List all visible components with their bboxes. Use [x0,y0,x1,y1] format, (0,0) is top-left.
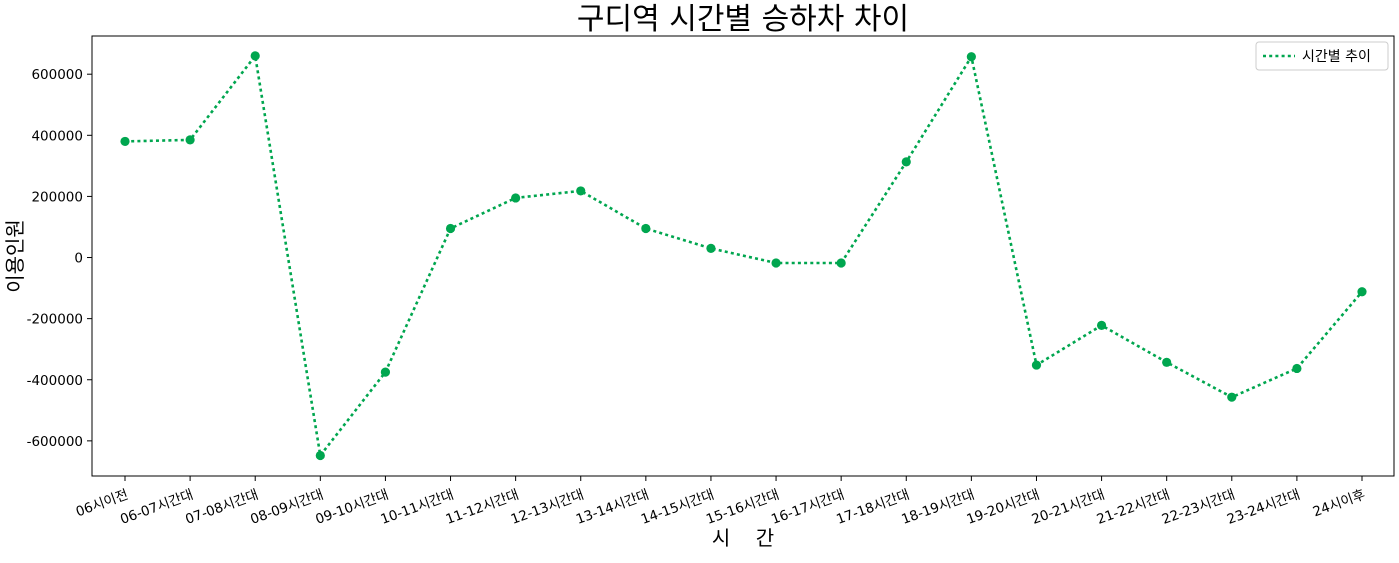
data-point [1227,392,1237,402]
data-point [1162,357,1172,367]
x-tick-label: 10-11시간대 [379,487,456,528]
chart-title: 구디역 시간별 승하차 차이 [577,2,909,37]
data-point [641,223,651,234]
data-point [771,258,781,268]
x-tick-label: 23-24시간대 [1225,487,1302,528]
x-tick-label: 11-12시간대 [444,487,521,528]
x-tick-label: 12-13시간대 [509,487,586,528]
y-axis-label: 이용인원 [3,219,27,293]
data-point [966,52,976,62]
data-point [706,243,716,253]
x-tick-label: 07-08시간대 [183,487,260,528]
legend: 시간별 추이 [1255,41,1389,71]
x-tick-label: 22-23시간대 [1160,487,1237,528]
data-point [1096,320,1107,330]
legend-label: 시간별 추이 [1302,49,1371,65]
x-tick-label: 15-16시간대 [704,487,781,528]
y-tick-label: 600000 [31,67,83,83]
data-points [120,51,1367,461]
data-point [836,258,846,268]
data-point [315,450,325,461]
y-tick-label: -400000 [27,373,83,389]
data-point [511,193,521,203]
x-axis-label: 시 간 [712,526,774,550]
x-tick-label: 06-07시간대 [118,487,195,528]
x-tick-label: 09-10시간대 [313,487,390,528]
x-tick-label: 21-22시간대 [1095,487,1172,528]
y-tick-label: 200000 [31,189,83,205]
x-tick-label: 19-20시간대 [964,487,1041,528]
x-tick-label: 18-19시간대 [899,487,976,528]
x-tick-label: 16-17시간대 [769,487,846,528]
x-tick-label: 24시이후 [1311,487,1368,521]
data-point [1031,360,1042,370]
x-tick-label: 17-18시간대 [834,487,911,528]
data-point [445,223,456,234]
data-point [380,367,391,377]
data-point [120,136,130,147]
data-point [1357,287,1367,297]
x-tick-label: 14-15시간대 [639,487,716,528]
x-tick-label: 13-14시간대 [574,487,651,528]
y-axis: 600000 400000 200000 0 -200000 -400000 -600000 [27,67,92,450]
y-tick-label: -200000 [27,312,83,328]
y-tick-label: 0 [74,251,83,267]
x-axis: 06시이전06-07시간대07-08시간대08-09시간대09-10시간대10-… [74,476,1368,528]
data-point [1292,363,1302,374]
series-line [124,52,1363,459]
data-point [901,157,911,167]
x-tick-label: 20-21시간대 [1030,487,1107,528]
legend-box [1255,41,1389,71]
data-point [250,51,260,61]
x-tick-label: 08-09시간대 [248,487,325,528]
data-point [576,186,586,196]
data-point [185,135,195,145]
plot-area [91,35,1395,477]
y-tick-label: -600000 [27,434,83,450]
y-tick-label: 400000 [31,128,83,144]
